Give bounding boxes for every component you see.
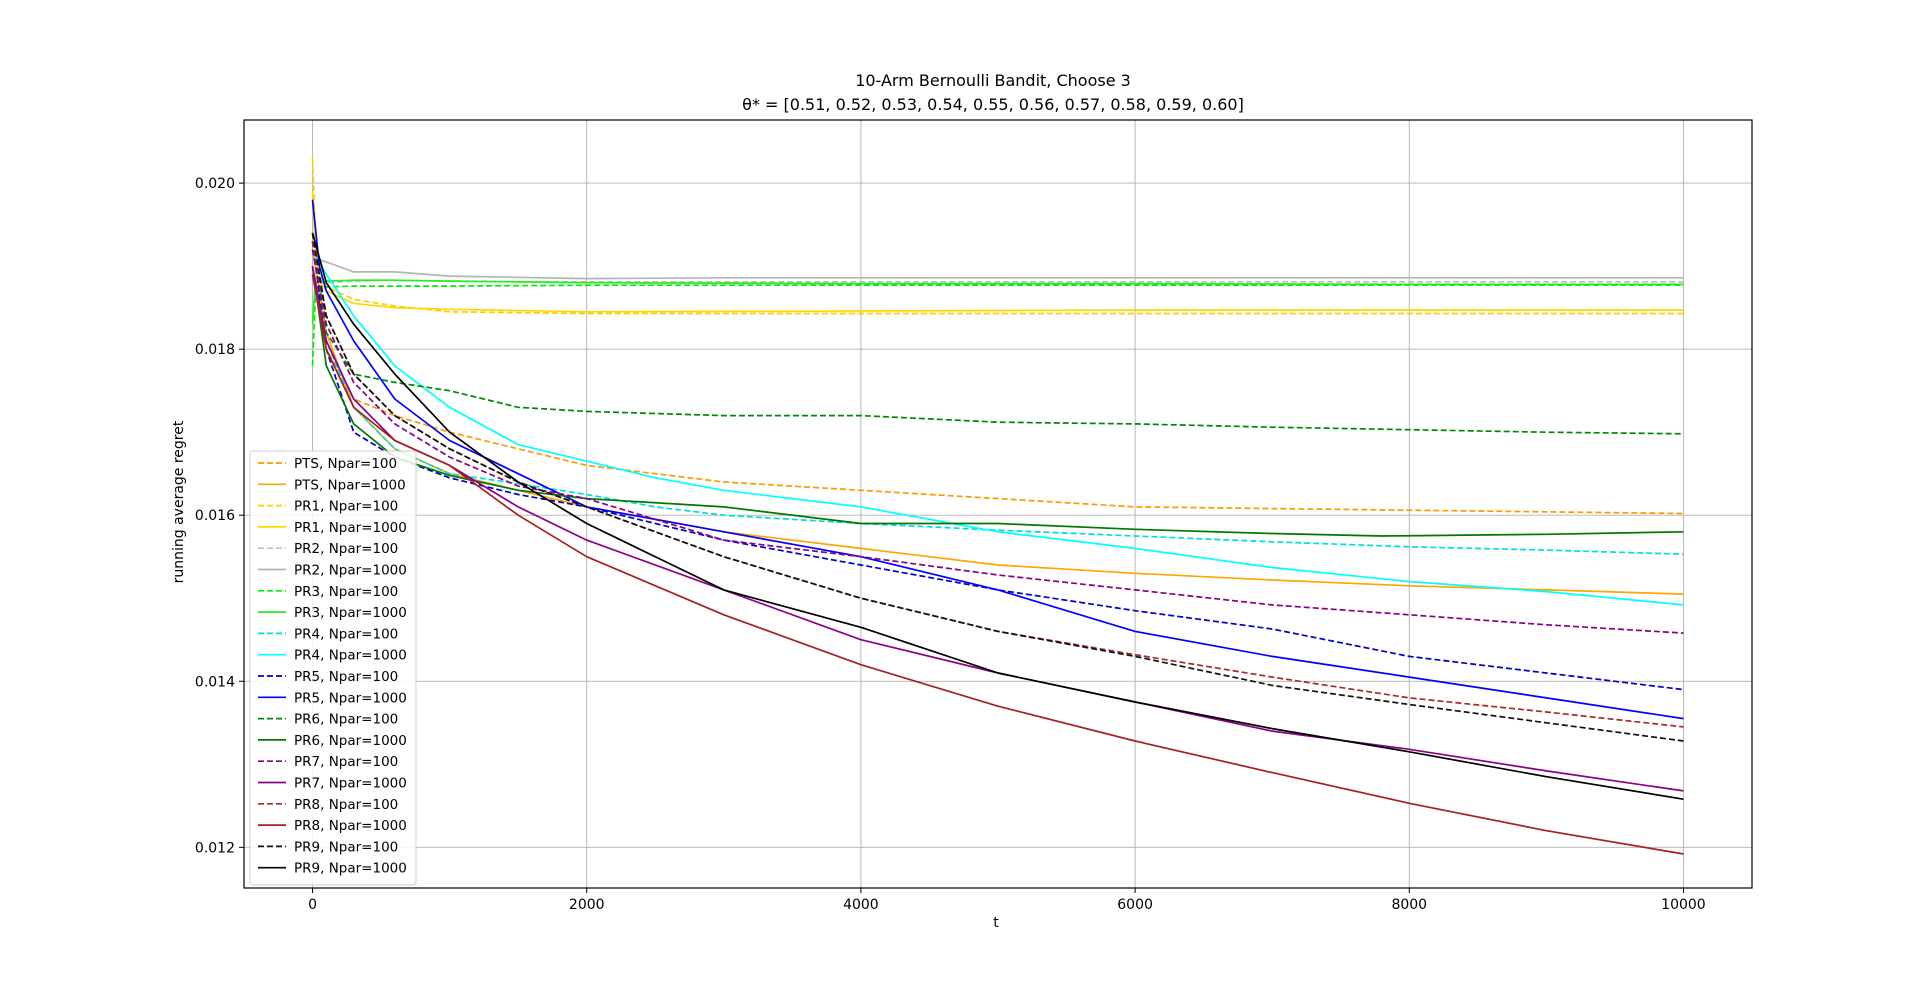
legend: PTS, Npar=100 PTS, Npar=1000 PR1, Npar=100… bbox=[249, 450, 417, 886]
x-tick-label: 10000 bbox=[1661, 897, 1706, 913]
series-line bbox=[311, 274, 1684, 855]
legend-label: PR7, Npar=100 bbox=[294, 754, 398, 770]
legend-label: PR2, Npar=100 bbox=[294, 541, 398, 557]
y-tick-label: 0.020 bbox=[195, 176, 235, 192]
y-tick-label: 0.016 bbox=[195, 508, 235, 524]
series-line bbox=[311, 241, 1684, 691]
x-tick-label: 0 bbox=[308, 897, 317, 913]
y-tick-label: 0.018 bbox=[195, 342, 235, 358]
x-tick-label: 4000 bbox=[843, 897, 879, 913]
legend-label: PR6, Npar=1000 bbox=[294, 733, 407, 749]
x-tick-label: 6000 bbox=[1117, 897, 1153, 913]
legend-label: PR3, Npar=100 bbox=[294, 584, 398, 600]
legend-label: PR7, Npar=1000 bbox=[294, 776, 407, 792]
series-line bbox=[311, 279, 1684, 325]
series-line bbox=[311, 265, 1684, 537]
series-line bbox=[311, 249, 1684, 634]
legend-label: PR1, Npar=100 bbox=[294, 499, 398, 515]
legend-label: PR5, Npar=100 bbox=[294, 669, 398, 685]
series-line bbox=[311, 241, 1684, 435]
legend-label: PR5, Npar=1000 bbox=[294, 690, 407, 706]
legend-label: PTS, Npar=100 bbox=[294, 456, 397, 472]
axis-ticks: 0 2000 4000 6000 8000 10000 0.012 0.014 0.016 0.0… bbox=[195, 176, 1706, 913]
plot-frame bbox=[243, 119, 1753, 889]
series-line bbox=[311, 232, 1684, 801]
y-axis-label: running average regret bbox=[171, 420, 187, 583]
legend-label: PR9, Npar=100 bbox=[294, 839, 398, 855]
legend-label: PR4, Npar=1000 bbox=[294, 648, 407, 664]
series-line bbox=[311, 265, 1684, 556]
series-line bbox=[312, 256, 1684, 280]
legend-box bbox=[249, 450, 417, 886]
x-axis-label: t bbox=[993, 915, 999, 931]
series-line bbox=[311, 232, 1684, 742]
chart-title: 10-Arm Bernoulli Bandit, Choose 3 bbox=[855, 71, 1131, 90]
legend-label: PR2, Npar=1000 bbox=[294, 563, 407, 579]
x-tick-label: 8000 bbox=[1391, 897, 1427, 913]
series-line bbox=[311, 158, 1684, 315]
grid-lines bbox=[244, 120, 1752, 888]
legend-label: PR9, Npar=1000 bbox=[294, 861, 407, 877]
legend-label: PR6, Npar=100 bbox=[294, 712, 398, 728]
legend-label: PTS, Npar=1000 bbox=[294, 477, 406, 493]
y-tick-label: 0.014 bbox=[195, 674, 235, 690]
legend-label: PR3, Npar=1000 bbox=[294, 605, 407, 621]
legend-label: PR1, Npar=1000 bbox=[294, 520, 407, 536]
series-lines bbox=[311, 158, 1684, 855]
x-tick-label: 2000 bbox=[569, 897, 605, 913]
y-tick-label: 0.012 bbox=[195, 840, 235, 856]
chart-subtitle: θ* = [0.51, 0.52, 0.53, 0.54, 0.55, 0.56… bbox=[742, 95, 1244, 114]
series-line bbox=[311, 191, 1684, 313]
legend-label: PR8, Npar=1000 bbox=[294, 818, 407, 834]
series-line bbox=[311, 249, 1684, 606]
legend-label: PR8, Npar=100 bbox=[294, 797, 398, 813]
legend-label: PR4, Npar=100 bbox=[294, 626, 398, 642]
